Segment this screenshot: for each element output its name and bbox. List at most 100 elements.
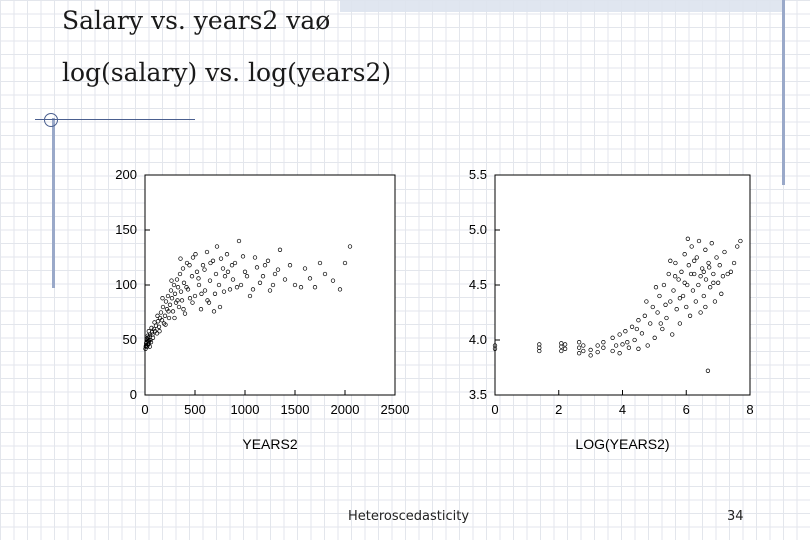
scatter-point: [705, 368, 711, 373]
left-vertical-rule: [52, 118, 55, 288]
scatter-point: [617, 351, 622, 356]
scatter-point: [204, 249, 210, 255]
scatter-point: [242, 269, 248, 274]
scatter-point: [156, 324, 162, 329]
scatter-point: [701, 293, 706, 299]
scatter-point: [193, 252, 198, 257]
scatter-point: [706, 260, 711, 266]
scatter-point: [169, 278, 174, 283]
scatter-point: [715, 280, 721, 285]
x-tick-label: 4: [619, 402, 626, 417]
scatter-point: [222, 274, 228, 279]
x-axis-title: LOG(YEARS2): [575, 436, 669, 452]
scatter-point: [181, 307, 186, 312]
scatter-point: [172, 315, 177, 321]
scatter-point: [270, 282, 276, 288]
scatter-point: [537, 342, 542, 347]
top-decorative-band: [340, 0, 785, 12]
scatter-point: [703, 277, 709, 282]
scatter-point: [247, 293, 253, 299]
x-tick-label: 500: [184, 402, 206, 417]
x-tick-label: 6: [683, 402, 690, 417]
scatter-point: [559, 348, 564, 354]
plot-area: [145, 175, 395, 395]
scatter-point: [257, 280, 263, 285]
scatter-point: [668, 258, 673, 263]
slide-title-line-1: Salary vs. years2 vaø: [62, 6, 331, 35]
scatter-point: [200, 263, 206, 268]
x-tick-label: 2500: [381, 402, 410, 417]
scatter-point: [298, 285, 304, 290]
scatter-point: [661, 282, 667, 288]
scatter-point: [620, 342, 625, 347]
scatter-point: [170, 309, 176, 314]
scatter-point: [160, 296, 165, 301]
scatter-point: [717, 263, 722, 268]
scatter-point: [312, 285, 318, 290]
scatter-point: [653, 285, 659, 290]
scatter-point: [162, 313, 168, 318]
scatter-point: [671, 288, 676, 293]
y-tick-label: 200: [115, 167, 137, 182]
scatter-point: [174, 277, 180, 282]
scatter-point: [198, 307, 204, 312]
y-tick-label: 50: [123, 332, 137, 347]
scatter-point: [644, 299, 649, 304]
scatter-point: [178, 256, 183, 261]
scatter-point: [272, 271, 278, 277]
scatter-point: [701, 269, 706, 274]
x-tick-label: 1000: [231, 402, 260, 417]
scatter-point: [650, 304, 655, 310]
scatter-point: [660, 326, 665, 332]
scatter-point: [168, 288, 174, 293]
scatter-point: [670, 332, 675, 337]
x-tick-label: 1500: [281, 402, 310, 417]
scatter-point: [677, 296, 683, 301]
scatter-point: [610, 348, 615, 354]
y-tick-label: 5.5: [469, 167, 487, 182]
scatter-point: [720, 274, 726, 279]
scatter-point: [302, 266, 308, 271]
scatter-point: [229, 263, 235, 268]
y-tick-label: 4.0: [469, 332, 487, 347]
scatter-point: [151, 326, 157, 332]
scatter-point: [537, 348, 542, 354]
x-tick-label: 0: [141, 402, 148, 417]
scatter-point: [218, 256, 224, 261]
scatter-point: [267, 288, 273, 293]
scatter-point: [711, 271, 716, 277]
scatter-point: [698, 274, 703, 279]
scatter-point: [177, 271, 183, 277]
footer-label: Heteroscedasticity: [348, 509, 470, 524]
scatter-point: [707, 265, 712, 270]
scatter-point: [693, 299, 698, 304]
scatter-point: [652, 335, 657, 340]
y-tick-label: 3.5: [469, 387, 487, 402]
scatter-point: [688, 271, 694, 277]
scatter-point: [207, 278, 213, 283]
scatter-point: [700, 266, 705, 271]
scatter-point: [588, 347, 593, 353]
scatter-point: [232, 260, 238, 266]
scatter-point: [576, 351, 582, 356]
scatter-point: [179, 298, 185, 303]
scatter-point: [167, 302, 173, 307]
scatter-points: [492, 236, 743, 373]
scatter-point: [322, 271, 328, 277]
scatter-point: [725, 271, 730, 277]
scatter-point: [682, 280, 687, 285]
scatter-point: [690, 288, 696, 293]
scatter-point: [657, 293, 662, 299]
scatter-point: [610, 335, 615, 340]
scatter-point: [212, 291, 218, 296]
scatter-point: [708, 285, 713, 290]
scatter-point: [208, 260, 213, 266]
x-tick-label: 2: [555, 402, 562, 417]
scatter-point: [562, 346, 568, 351]
scatter-point: [234, 285, 240, 290]
scatter-point: [275, 267, 281, 272]
scatter-point: [180, 266, 186, 271]
x-axis-title: YEARS2: [242, 436, 297, 452]
scatter-point: [157, 329, 162, 334]
scatter-point: [601, 340, 606, 345]
